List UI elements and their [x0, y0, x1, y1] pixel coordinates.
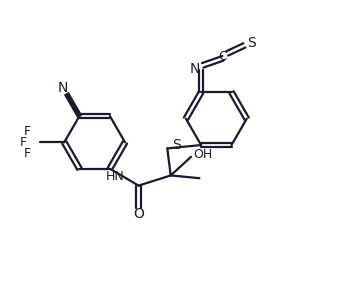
Text: N: N: [57, 81, 68, 95]
Text: S: S: [172, 138, 181, 152]
Text: C: C: [219, 50, 227, 63]
Text: S: S: [247, 36, 256, 50]
Text: N: N: [190, 62, 200, 76]
Text: HN: HN: [105, 170, 124, 183]
Text: F: F: [19, 136, 27, 149]
Text: O: O: [133, 207, 144, 221]
Text: OH: OH: [193, 148, 212, 161]
Text: F: F: [23, 147, 31, 160]
Text: F: F: [23, 125, 31, 138]
